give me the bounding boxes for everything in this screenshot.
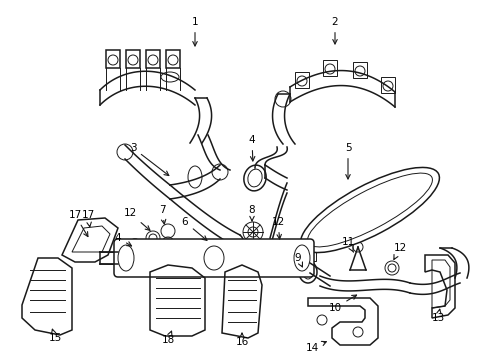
Text: 7: 7 [159, 205, 165, 224]
Text: 12: 12 [123, 208, 150, 230]
Bar [106, 50, 120, 68]
Text: 1: 1 [191, 17, 198, 46]
Bar [126, 50, 140, 68]
Text: 11: 11 [341, 237, 354, 252]
Text: 17: 17 [81, 210, 95, 227]
FancyBboxPatch shape [114, 239, 313, 277]
Text: 9: 9 [294, 253, 302, 267]
Text: 15: 15 [48, 329, 61, 343]
Text: 12: 12 [392, 243, 406, 260]
Bar [287, 243, 315, 261]
Bar [146, 50, 160, 68]
Bar [323, 60, 336, 76]
Ellipse shape [300, 167, 439, 253]
Text: 17: 17 [68, 210, 88, 237]
Bar [165, 50, 180, 68]
Text: 3: 3 [129, 143, 168, 176]
Text: 10: 10 [328, 295, 356, 313]
Text: 12: 12 [271, 217, 284, 239]
Text: 13: 13 [430, 309, 444, 323]
Bar [294, 72, 308, 88]
Bar [352, 62, 366, 78]
Text: 2: 2 [331, 17, 338, 44]
Text: 8: 8 [248, 205, 255, 221]
Text: 4: 4 [115, 233, 131, 246]
Text: 16: 16 [235, 333, 248, 347]
Text: 5: 5 [344, 143, 350, 179]
Text: 18: 18 [161, 331, 174, 345]
Text: 6: 6 [182, 217, 206, 240]
Text: 4: 4 [248, 135, 255, 161]
Text: 14: 14 [305, 341, 325, 353]
Bar [380, 77, 394, 93]
